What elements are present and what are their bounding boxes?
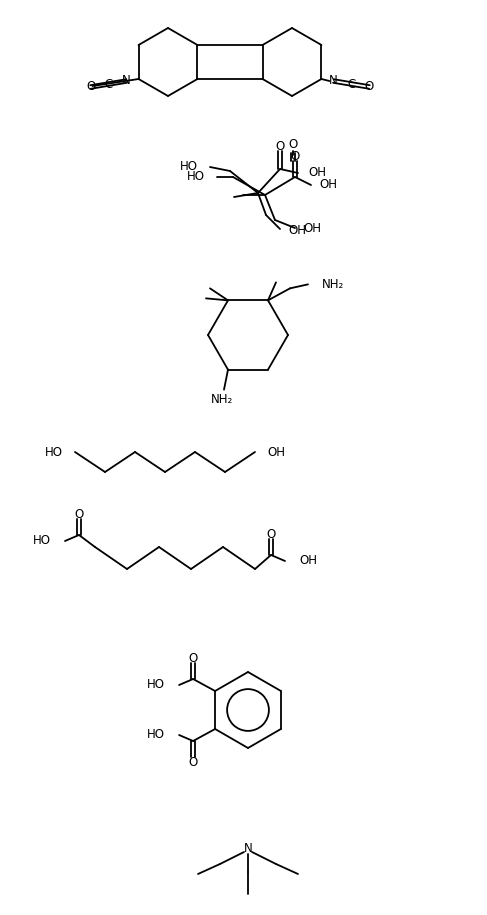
Text: O: O: [188, 651, 198, 664]
Text: O: O: [75, 508, 84, 521]
Text: OH: OH: [267, 446, 285, 458]
Text: N: N: [122, 74, 131, 88]
Text: HO: HO: [45, 446, 63, 458]
Text: HO: HO: [33, 534, 51, 547]
Text: OH: OH: [299, 554, 317, 567]
Text: NH₂: NH₂: [322, 278, 344, 291]
Text: O: O: [290, 150, 300, 164]
Text: HO: HO: [147, 728, 165, 741]
Text: OH: OH: [308, 167, 326, 179]
Text: O: O: [86, 81, 95, 93]
Text: O: O: [266, 528, 276, 541]
Text: N: N: [244, 842, 252, 855]
Text: OH: OH: [288, 224, 306, 238]
Text: NH₂: NH₂: [211, 393, 233, 406]
Text: N: N: [329, 74, 338, 88]
Text: O: O: [288, 138, 298, 152]
Text: HO: HO: [187, 170, 205, 184]
Text: C: C: [104, 78, 112, 91]
Text: O: O: [188, 756, 198, 769]
Text: O: O: [275, 141, 284, 154]
Text: OH: OH: [319, 178, 337, 191]
Text: HO: HO: [180, 160, 198, 174]
Text: OH: OH: [303, 221, 321, 234]
Text: C: C: [347, 78, 356, 91]
Text: HO: HO: [147, 679, 165, 692]
Text: O: O: [365, 81, 374, 93]
